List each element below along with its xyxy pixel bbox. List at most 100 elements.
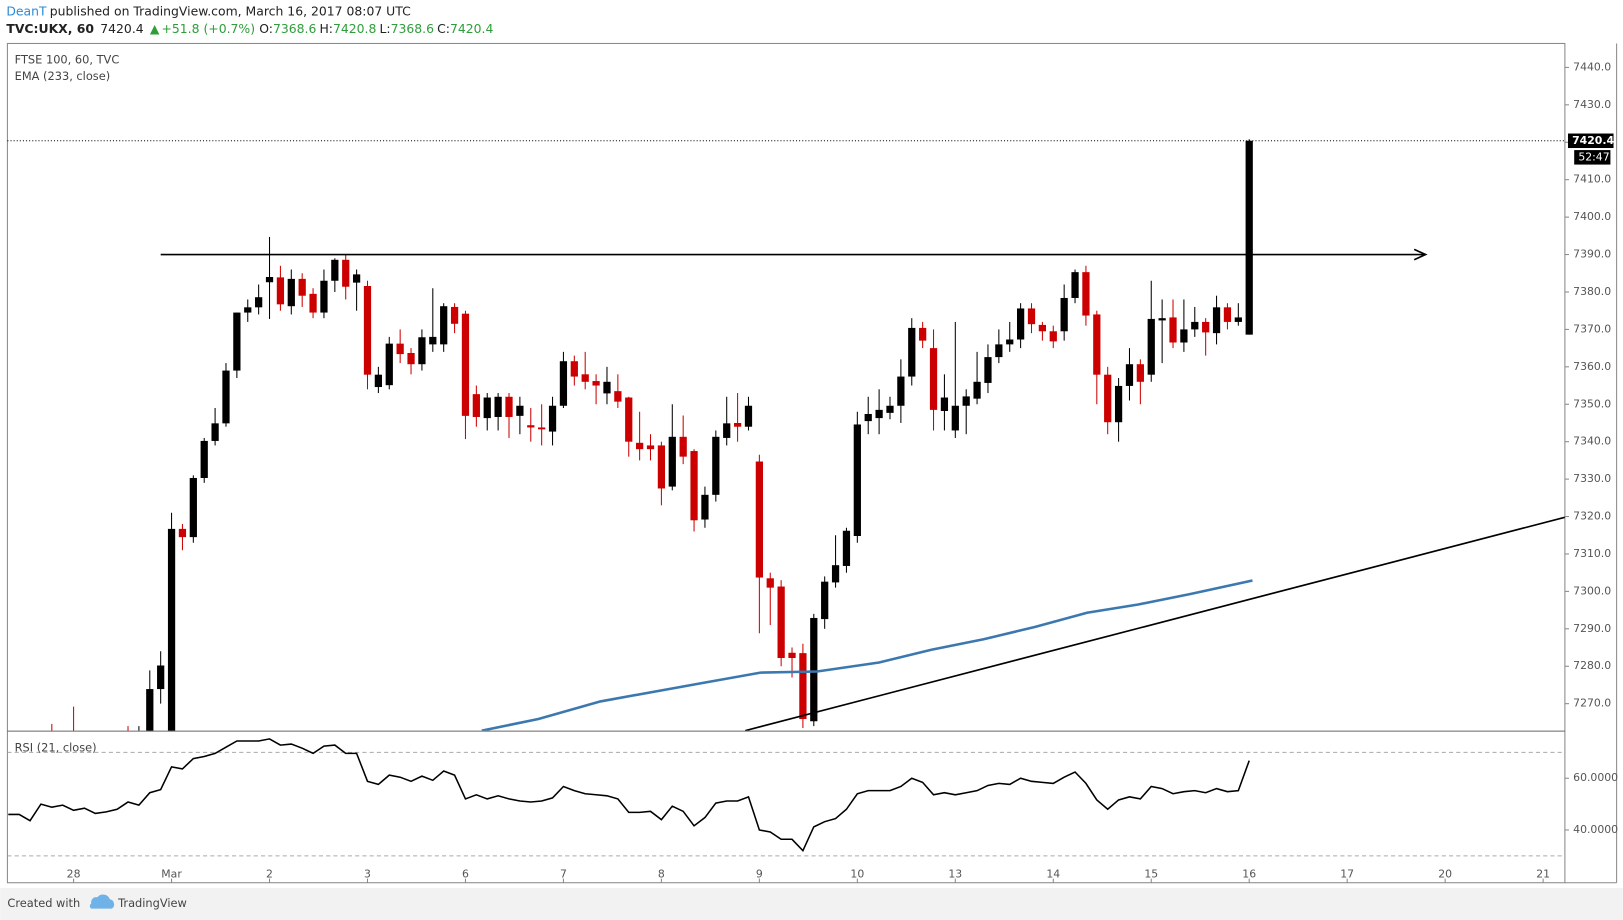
candle-body: [810, 617, 818, 722]
candle-body: [1093, 314, 1101, 375]
candle-body: [1006, 339, 1014, 345]
symbol: TVC:UKX, 60: [6, 20, 94, 35]
candle-body: [396, 343, 404, 355]
candle-body: [603, 381, 611, 394]
pane-border: [6, 42, 1566, 884]
candle-body: [331, 259, 339, 281]
candle-body: [842, 530, 851, 566]
candle-body: [799, 653, 807, 720]
y-tick-label: 7340.0: [1573, 435, 1611, 448]
candle-body: [995, 344, 1003, 358]
candle-body: [440, 306, 448, 345]
candle-body: [646, 445, 655, 450]
x-tick-label: 14: [1046, 867, 1060, 880]
author[interactable]: DeanT: [6, 3, 47, 18]
y-tick-label: 7280.0: [1573, 659, 1611, 672]
candle-body: [1082, 272, 1090, 316]
candle-body: [450, 306, 459, 324]
rsi-tick-label: 60.0000: [1573, 771, 1618, 784]
candle-body: [1202, 321, 1210, 333]
candle-body: [581, 374, 589, 382]
candle-body: [494, 396, 502, 417]
ema-legend: EMA (233, close): [15, 69, 111, 83]
published: published on TradingView.com, March 16, …: [50, 3, 411, 18]
x-tick-label: 2: [266, 867, 273, 880]
candle-body: [755, 461, 763, 578]
candle-body: [777, 586, 785, 659]
y-tick-label: 7440.0: [1573, 60, 1611, 73]
x-tick-label: 8: [658, 867, 665, 880]
y-tick-label: 7320.0: [1573, 510, 1611, 523]
countdown-tag: [1574, 150, 1611, 165]
candle-body: [472, 394, 480, 417]
candle-body: [352, 274, 361, 283]
y-tick-label: 7270.0: [1573, 697, 1611, 710]
candle-body: [723, 423, 731, 438]
candle-body: [1147, 318, 1155, 375]
footer-brand[interactable]: TradingView: [117, 896, 187, 910]
candle-body: [287, 278, 295, 307]
candle-body: [407, 352, 415, 365]
candle-body: [701, 494, 709, 520]
candle-body: [385, 343, 393, 386]
ohlc-label: O:: [259, 20, 273, 35]
candle-body: [919, 327, 927, 341]
candle-body: [831, 565, 840, 583]
candle-body: [875, 409, 883, 419]
candle-body: [929, 348, 938, 410]
ohlc-label: C:: [437, 20, 450, 35]
candle-body: [505, 396, 513, 417]
candle-body: [984, 357, 992, 383]
y-tick-label: 7430.0: [1573, 98, 1611, 111]
x-tick-label: 10: [850, 867, 864, 880]
candle-body: [461, 313, 470, 416]
candle-body: [897, 376, 905, 406]
y-tick-label: 7370.0: [1573, 322, 1611, 335]
candle-body: [962, 396, 970, 406]
x-tick-label: 28: [67, 867, 81, 880]
candle-body: [668, 436, 676, 487]
candle-body: [157, 665, 165, 690]
y-tick-label: 7400.0: [1573, 210, 1611, 223]
candle-body: [973, 381, 981, 399]
arrow-head: [1413, 248, 1428, 261]
candle-body: [1180, 329, 1188, 343]
candle-body: [189, 477, 197, 538]
candle-body: [712, 436, 720, 495]
candle-body: [374, 374, 383, 388]
x-tick-label: 7: [560, 867, 567, 880]
rsi-legend: RSI (21, close): [15, 741, 97, 755]
candle-body: [821, 581, 829, 620]
candle-body: [1245, 140, 1253, 335]
x-tick-label: 9: [756, 867, 763, 880]
logo: [89, 894, 115, 909]
change: +51.8 (+0.7%): [162, 20, 256, 35]
candle-body: [255, 297, 263, 308]
candle-body: [886, 405, 894, 413]
footer: [0, 887, 1623, 920]
candle-body: [1060, 297, 1068, 332]
ohlc-label: L:: [380, 20, 391, 35]
y-tick-label: 7380.0: [1573, 285, 1611, 298]
candle-body: [1016, 308, 1025, 340]
y-tick-label: 7360.0: [1573, 360, 1611, 373]
x-tick-label: 21: [1536, 867, 1550, 880]
rsi-pane: [7, 738, 1565, 857]
candle-body: [211, 423, 219, 441]
x-tick-label: 16: [1242, 867, 1256, 880]
candle-body: [483, 397, 491, 419]
y-tick-label: 7310.0: [1573, 547, 1611, 560]
candle-body: [1223, 307, 1232, 322]
footer-text: Created with: [7, 896, 80, 910]
candle-body: [679, 436, 687, 457]
y-tick-label: 7390.0: [1573, 248, 1611, 261]
candle-body: [1104, 374, 1112, 423]
x-tick-label: 13: [948, 867, 962, 880]
candle-body: [146, 689, 154, 731]
candle-body: [614, 391, 622, 402]
candle-body: [1158, 318, 1166, 321]
y-tick-label: 7300.0: [1573, 584, 1611, 597]
price-tag: [1567, 133, 1614, 149]
